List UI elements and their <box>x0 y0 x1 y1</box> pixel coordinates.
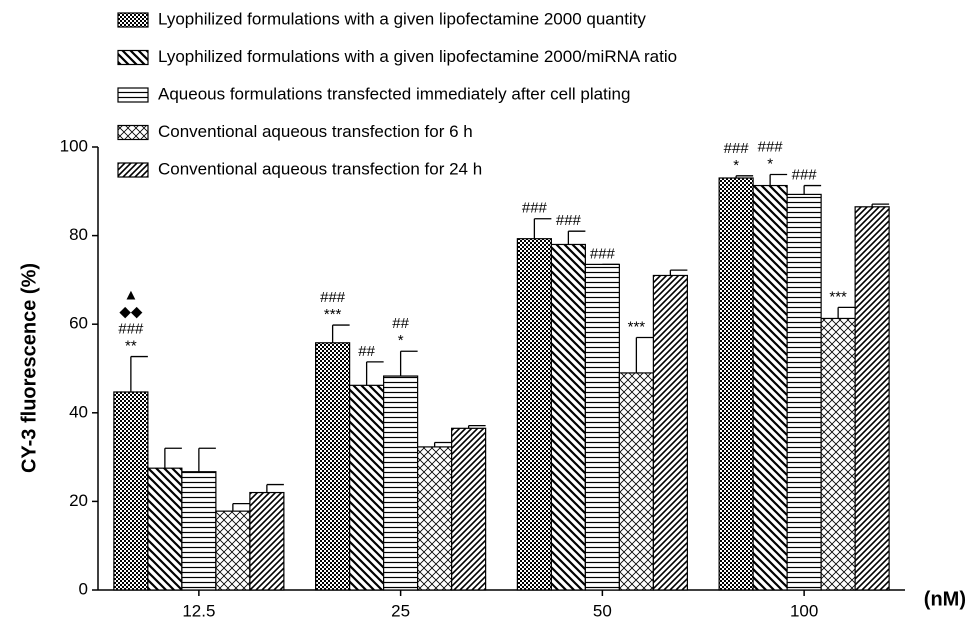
y-tick-label: 60 <box>69 314 88 333</box>
bar <box>584 263 620 591</box>
legend-swatch <box>117 87 149 103</box>
significance-label: * <box>767 155 773 172</box>
error-bar <box>567 230 586 245</box>
significance-label: ### <box>792 167 818 184</box>
error-bar <box>735 175 754 179</box>
x-tick-label: 12.5 <box>182 601 215 620</box>
significance-label: ### <box>320 289 346 306</box>
legend-label: Conventional aqueous transfection for 24… <box>158 159 482 178</box>
error-bar <box>467 424 486 429</box>
bar <box>383 375 419 591</box>
y-tick-label: 20 <box>69 491 88 510</box>
legend-label: Conventional aqueous transfection for 6 … <box>158 122 473 141</box>
y-tick-label: 40 <box>69 402 88 421</box>
significance-label: ### <box>556 212 582 229</box>
bar <box>451 427 487 591</box>
legend-swatch <box>117 124 149 141</box>
error-bar <box>433 441 452 447</box>
error-bar <box>331 324 350 343</box>
y-axis-label: CY-3 fluorescence (%) <box>18 263 40 473</box>
legend-swatch <box>117 12 149 28</box>
significance-label: *** <box>628 318 646 335</box>
significance-label: * <box>398 332 404 349</box>
bar <box>820 317 856 591</box>
error-bar <box>198 447 216 472</box>
error-bar <box>669 269 688 276</box>
x-tick-label: 25 <box>391 601 410 620</box>
significance-label: *** <box>829 288 847 305</box>
bar <box>854 206 890 591</box>
error-bar <box>399 350 418 377</box>
bar <box>752 184 788 591</box>
error-bar <box>769 173 788 186</box>
significance-label: *** <box>324 306 342 323</box>
bar <box>786 193 822 591</box>
bar <box>417 446 453 591</box>
significance-label: ### <box>724 140 750 157</box>
significance-label: ### <box>758 138 784 155</box>
error-bar <box>837 306 856 319</box>
significance-label: ## <box>358 343 375 360</box>
legend-label: Lyophilized formulations with a given li… <box>158 47 677 66</box>
error-bar <box>635 336 654 373</box>
significance-label: * <box>733 157 739 174</box>
bar <box>215 510 251 591</box>
significance-label: ## <box>392 315 409 332</box>
legend-swatch <box>117 162 149 178</box>
significance-label: ▲ <box>123 287 138 304</box>
y-tick-label: 100 <box>60 136 88 155</box>
bar <box>349 384 385 591</box>
significance-label: ** <box>125 338 137 355</box>
error-bar <box>130 355 148 392</box>
error-bar <box>365 361 384 386</box>
significance-label: ◆◆ <box>119 304 143 321</box>
x-axis-label: (nM) <box>924 588 966 610</box>
bar <box>516 238 552 591</box>
legend-swatch <box>117 49 149 66</box>
bar <box>181 471 217 591</box>
significance-label: ### <box>590 245 616 262</box>
bar <box>618 372 654 591</box>
legend-label: Aqueous formulations transfected immedia… <box>158 84 630 103</box>
bar <box>550 243 586 591</box>
bar <box>315 342 351 591</box>
x-tick-label: 100 <box>790 601 818 620</box>
significance-label: ### <box>522 200 548 217</box>
error-bar <box>232 502 250 512</box>
legend-label: Lyophilized formulations with a given li… <box>158 9 646 28</box>
y-tick-label: 0 <box>79 579 88 598</box>
bar <box>249 491 285 591</box>
bar <box>718 177 754 591</box>
x-tick-label: 50 <box>593 601 612 620</box>
error-bar <box>533 218 552 239</box>
error-bar <box>803 184 822 195</box>
error-bar <box>164 447 182 469</box>
significance-label: ### <box>118 321 144 338</box>
error-bar <box>266 483 284 493</box>
error-bar <box>871 203 890 207</box>
bar <box>147 467 183 591</box>
bar <box>652 274 688 591</box>
bar <box>113 391 149 591</box>
y-tick-label: 80 <box>69 225 88 244</box>
